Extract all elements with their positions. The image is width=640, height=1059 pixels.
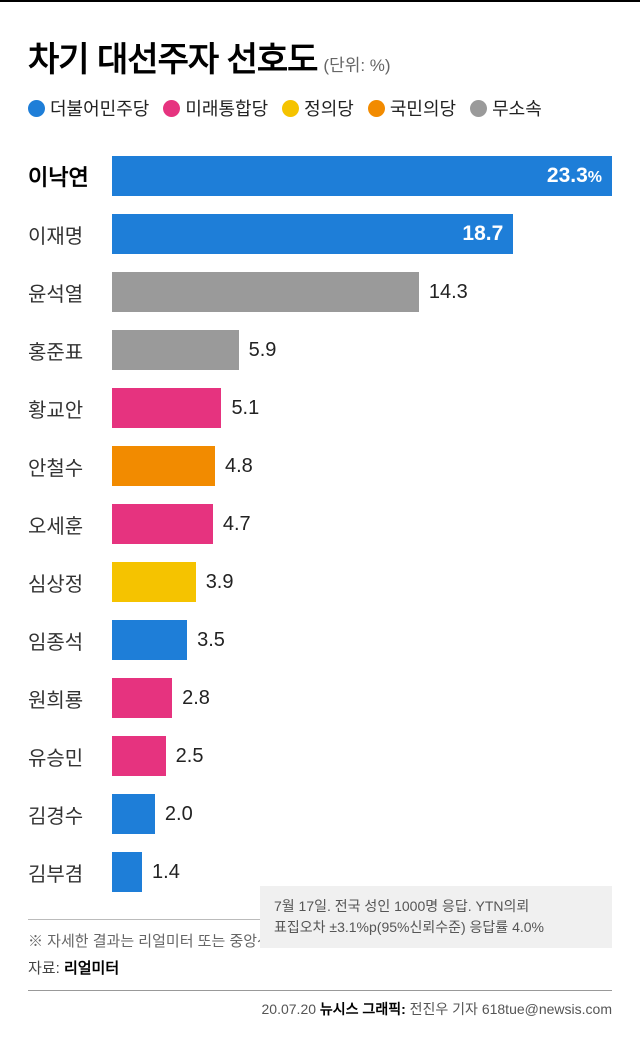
bar-value-outside: 3.5 (197, 629, 225, 652)
bar (112, 446, 215, 486)
bar-value-outside: 2.0 (165, 803, 193, 826)
bar (112, 620, 187, 660)
bar-row: 안철수 4.8 (28, 437, 612, 495)
candidate-name: 이재명 (28, 220, 112, 249)
chart-unit: (단위: %) (323, 51, 390, 76)
chart-title: 차기 대선주자 선호도 (28, 32, 317, 81)
bar-row: 오세훈 4.7 (28, 495, 612, 553)
bar-wrap: 5.1 (112, 388, 612, 428)
source-line: 자료: 리얼미터 (28, 957, 612, 978)
bar-value-outside: 5.9 (249, 339, 277, 362)
candidate-name: 심상정 (28, 568, 112, 597)
bar-value-inside: 18.7 (462, 222, 503, 246)
candidate-name: 오세훈 (28, 510, 112, 539)
bar-wrap: 4.7 (112, 504, 612, 544)
bar (112, 678, 172, 718)
credit-email: 618tue@newsis.com (482, 1001, 612, 1017)
bar: 23.3% (112, 156, 612, 196)
legend-label: 더불어민주당 (50, 95, 149, 121)
source-value: 리얼미터 (64, 960, 119, 977)
chart-container: 차기 대선주자 선호도 (단위: %) 더불어민주당 미래통합당 정의당 국민의당 무소… (0, 0, 640, 1019)
credit-author: 전진우 기자 (410, 1001, 478, 1017)
legend-dot-icon (368, 100, 385, 117)
bar-value-outside: 5.1 (231, 397, 259, 420)
bar-wrap: 4.8 (112, 446, 612, 486)
candidate-name: 김경수 (28, 800, 112, 829)
bar (112, 736, 166, 776)
legend: 더불어민주당 미래통합당 정의당 국민의당 무소속 (28, 95, 612, 121)
legend-item: 국민의당 (368, 95, 456, 121)
legend-dot-icon (282, 100, 299, 117)
bar-wrap: 14.3 (112, 272, 612, 312)
bar-row: 이재명 18.7 (28, 205, 612, 263)
bar-row: 홍준표 5.9 (28, 321, 612, 379)
bar-value-outside: 3.9 (206, 571, 234, 594)
bar-wrap: 2.0 (112, 794, 612, 834)
survey-note-box: 7월 17일. 전국 성인 1000명 응답. YTN의뢰 표집오차 ±3.1%… (260, 886, 612, 948)
candidate-name: 홍준표 (28, 336, 112, 365)
title-row: 차기 대선주자 선호도 (단위: %) (28, 32, 612, 81)
candidate-name: 임종석 (28, 626, 112, 655)
credit-bar: 20.07.20 뉴시스 그래픽: 전진우 기자 618tue@newsis.c… (28, 990, 612, 1019)
bar (112, 330, 239, 370)
candidate-name: 윤석열 (28, 278, 112, 307)
bar-wrap: 3.9 (112, 562, 612, 602)
legend-label: 무소속 (492, 95, 542, 121)
legend-item: 더불어민주당 (28, 95, 149, 121)
bar (112, 504, 213, 544)
credit-date: 20.07.20 (262, 1001, 317, 1017)
candidate-name: 유승민 (28, 742, 112, 771)
candidate-name: 이낙연 (28, 160, 112, 192)
bar (112, 272, 419, 312)
bar-wrap: 18.7 (112, 214, 612, 254)
legend-item: 미래통합당 (163, 95, 268, 121)
candidate-name: 원희룡 (28, 684, 112, 713)
note-line-2: 표집오차 ±3.1%p(95%신뢰수준) 응답률 4.0% (274, 917, 598, 938)
bar-value-outside: 2.8 (182, 687, 210, 710)
bar-wrap: 2.5 (112, 736, 612, 776)
legend-dot-icon (28, 100, 45, 117)
bar-value-outside: 1.4 (152, 861, 180, 884)
bar-wrap: 2.8 (112, 678, 612, 718)
legend-item: 무소속 (470, 95, 542, 121)
bar-row: 황교안 5.1 (28, 379, 612, 437)
bar-row: 원희룡 2.8 (28, 669, 612, 727)
bar-row: 임종석 3.5 (28, 611, 612, 669)
legend-label: 정의당 (304, 95, 354, 121)
legend-label: 미래통합당 (185, 95, 268, 121)
bar-row: 윤석열 14.3 (28, 263, 612, 321)
legend-dot-icon (163, 100, 180, 117)
legend-dot-icon (470, 100, 487, 117)
bar (112, 562, 196, 602)
bar (112, 388, 221, 428)
bar-value-inside: 23.3% (547, 164, 602, 188)
bar-value-outside: 4.7 (223, 513, 251, 536)
bar-row: 김경수 2.0 (28, 785, 612, 843)
bar-row: 이낙연 23.3% (28, 147, 612, 205)
source-label: 자료: (28, 960, 60, 977)
bar-value-outside: 2.5 (176, 745, 204, 768)
bar-wrap: 3.5 (112, 620, 612, 660)
bar-rows: 이낙연 23.3% 이재명 18.7 윤석열 14.3 홍준표 5.9 황교안 5.1 안철수 4.8… (28, 147, 612, 901)
bar (112, 852, 142, 892)
bar: 18.7 (112, 214, 513, 254)
candidate-name: 안철수 (28, 452, 112, 481)
candidate-name: 황교안 (28, 394, 112, 423)
bar-wrap: 5.9 (112, 330, 612, 370)
bar-value-outside: 14.3 (429, 281, 468, 304)
percent-sign: % (588, 169, 602, 186)
bar-wrap: 23.3% (112, 156, 612, 196)
bar (112, 794, 155, 834)
bar-row: 유승민 2.5 (28, 727, 612, 785)
bar-row: 심상정 3.9 (28, 553, 612, 611)
bar-value-outside: 4.8 (225, 455, 253, 478)
candidate-name: 김부겸 (28, 858, 112, 887)
credit-org: 뉴시스 그래픽: (320, 1001, 406, 1017)
note-line-1: 7월 17일. 전국 성인 1000명 응답. YTN의뢰 (274, 896, 598, 917)
legend-label: 국민의당 (390, 95, 456, 121)
legend-item: 정의당 (282, 95, 354, 121)
